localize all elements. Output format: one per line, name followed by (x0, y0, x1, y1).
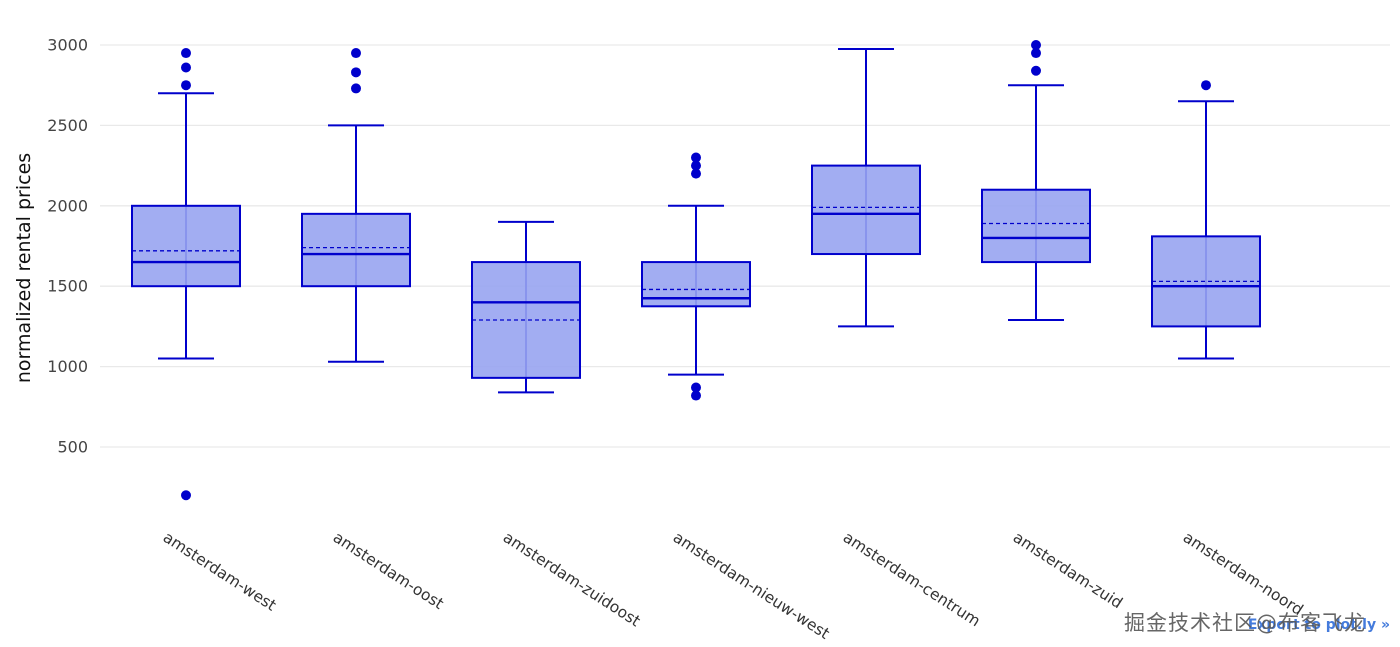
outlier-point (181, 490, 191, 501)
y-tick-label: 1000 (47, 357, 88, 376)
box-amsterdam-oost (301, 48, 411, 363)
outlier-point (1031, 48, 1041, 59)
box-amsterdam-nieuw-west (641, 152, 751, 401)
box-amsterdam-west (131, 48, 241, 501)
outlier-point (691, 168, 701, 179)
x-tick-label: amsterdam-zuidoost (500, 528, 644, 630)
y-tick-label: 2000 (47, 196, 88, 215)
y-tick-label: 1500 (47, 277, 88, 296)
iqr-box (641, 261, 751, 308)
outlier-point (351, 48, 361, 59)
y-axis-label: normalized rental prices (13, 153, 35, 383)
outlier-point (1031, 65, 1041, 76)
x-tick-label: amsterdam-west (160, 528, 279, 614)
iqr-box (301, 212, 411, 288)
iqr-box (981, 188, 1091, 264)
outlier-point (691, 160, 701, 171)
box-amsterdam-centrum (811, 48, 921, 328)
x-tick-label: amsterdam-centrum (840, 528, 984, 630)
outlier-point (691, 390, 701, 401)
y-tick-label: 2500 (47, 116, 88, 135)
outlier-point (181, 62, 191, 73)
box-amsterdam-noord (1151, 80, 1261, 360)
outlier-point (1201, 80, 1211, 91)
outlier-point (181, 80, 191, 91)
y-tick-label: 3000 (47, 36, 88, 55)
outlier-point (351, 67, 361, 78)
outlier-point (691, 382, 701, 393)
outlier-point (351, 83, 361, 94)
export-to-plotly-link[interactable]: Export to plot.ly » (1247, 617, 1390, 633)
box-amsterdam-zuid (981, 40, 1091, 321)
x-tick-label: amsterdam-noord (1180, 528, 1307, 619)
outlier-point (691, 152, 701, 163)
iqr-box (811, 164, 921, 256)
outlier-point (181, 48, 191, 59)
x-tick-label: amsterdam-nieuw-west (670, 528, 833, 643)
y-tick-label: 500 (57, 438, 88, 457)
box-amsterdam-zuidoost (471, 220, 581, 394)
x-tick-label: amsterdam-oost (330, 528, 447, 613)
iqr-box (131, 204, 241, 288)
x-tick-label: amsterdam-zuid (1010, 528, 1126, 612)
outlier-point (1031, 40, 1041, 50)
